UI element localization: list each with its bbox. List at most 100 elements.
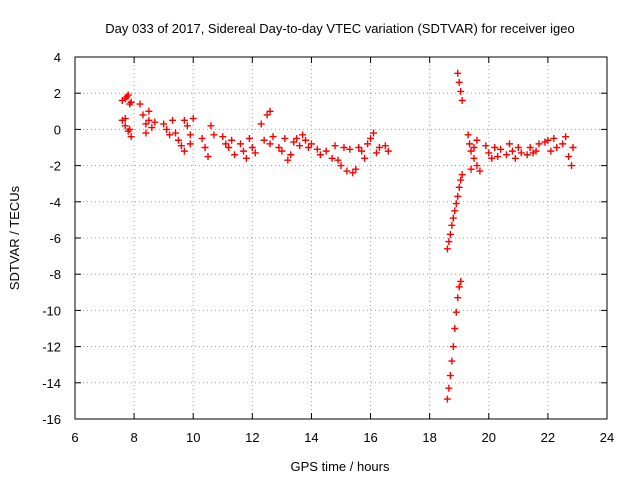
axis-ticks [74,56,608,420]
data-point [455,78,463,86]
y-tick-label: -16 [42,412,61,427]
y-tick-label: -6 [49,231,61,246]
tick-labels: 6 8 10 12 14 16 18 20 22 24420-2-4-6-8-10-12-14-1… [42,50,614,445]
data-point [455,183,463,191]
data-point [381,142,389,150]
data-point [562,133,570,141]
data-point [239,147,247,155]
data-point [245,134,253,142]
data-point [457,87,465,95]
x-axis-label: GPS time / hours [291,459,390,474]
data-point [457,176,465,184]
data-point [160,120,168,128]
data-point [121,122,129,130]
data-point [454,192,462,200]
data-point [331,142,339,150]
data-point [458,171,466,179]
data-point [145,116,153,124]
data-point [349,169,357,177]
y-tick-label: 2 [54,86,61,101]
data-point [260,136,268,144]
data-point [183,122,191,130]
x-tick-label: 6 [71,430,78,445]
data-point [449,343,457,351]
data-point [163,125,171,133]
data-point [225,144,233,151]
data-point [210,131,218,139]
data-point [535,140,543,148]
data-point [372,149,380,157]
data-point [482,142,490,150]
data-point [278,147,286,155]
data-point [207,122,215,130]
data-point [148,124,156,132]
data-point [565,153,573,161]
data-point [370,129,378,137]
x-tick-label: 18 [422,430,436,445]
data-point [446,230,454,238]
data-point [458,96,466,104]
data-point [293,134,301,142]
data-point [204,153,212,161]
chart-title: Day 033 of 2017, Sidereal Day-to-day VTE… [105,21,574,36]
data-point [296,142,304,150]
data-point [464,131,472,139]
data-point [180,116,188,124]
data-point [452,200,460,208]
data-point [452,308,460,316]
y-tick-label: -10 [42,303,61,318]
data-point [443,395,451,403]
data-point [251,149,259,157]
data-point [316,151,324,159]
data-point [448,357,456,365]
data-point [491,144,499,151]
data-point [466,140,474,148]
data-point [266,140,274,148]
data-point [171,129,179,137]
data-point [497,145,505,153]
data-point [364,140,372,148]
data-point [559,140,567,148]
data-point [448,221,456,229]
data-point [569,144,577,151]
y-tick-label: -2 [49,159,61,174]
data-point [503,151,511,159]
data-point [511,154,519,162]
data-point [547,147,555,155]
x-tick-label: 22 [541,430,555,445]
data-point [343,167,351,175]
data-point [451,207,459,215]
data-point [136,100,144,108]
data-point [142,120,150,128]
data-point [467,165,475,173]
data-point [169,116,177,124]
data-point [568,162,576,170]
data-point [443,245,451,253]
data-point [186,140,194,148]
data-point [340,144,348,151]
data-point [290,138,298,146]
data-point [322,147,330,155]
data-point [166,131,174,139]
data-point [358,147,366,155]
data-point [302,136,310,144]
data-point [263,111,271,119]
data-point [121,115,129,123]
x-tick-label: 8 [130,430,137,445]
data-point [346,145,354,153]
x-tick-label: 24 [600,430,614,445]
data-point [304,144,312,151]
grid [75,57,607,419]
data-point [544,136,552,144]
data-point [446,372,454,380]
data-point [508,147,516,155]
data-point [127,133,135,141]
y-axis-label: SDTVAR / TECUs [7,185,22,290]
data-point [488,154,496,162]
y-tick-label: 0 [54,122,61,137]
data-point [355,144,363,151]
data-point [281,134,289,142]
data-point [361,154,369,162]
data-points [118,69,577,403]
data-point [242,154,250,162]
